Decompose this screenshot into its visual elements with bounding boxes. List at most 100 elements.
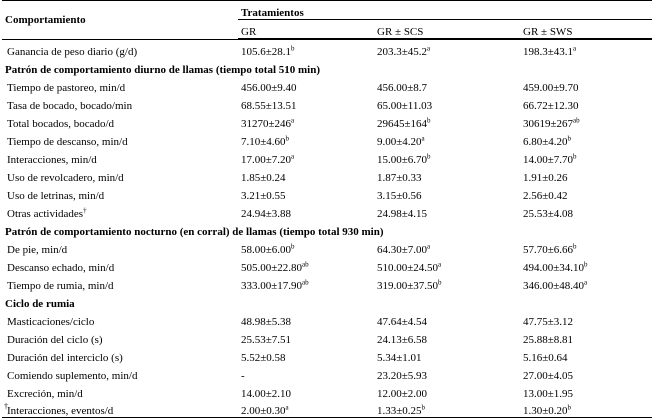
section-row: Ciclo de rumia: [2, 292, 652, 310]
row-label: Descanso echado, min/d: [2, 256, 238, 274]
cell-value: 13.00±1.95: [520, 382, 652, 400]
significance-letter: b: [427, 151, 431, 160]
cell-value: 459.00±9.70: [520, 76, 652, 94]
value-text: 7.10±4.60: [241, 135, 286, 148]
cell-value: 64.30±7.00a: [374, 238, 520, 255]
column-header-tratamientos: Tratamientos: [238, 0, 653, 20]
row-label: Interacciones, min/d: [2, 148, 238, 166]
table-row: Ganancia de peso diario (g/d) 105.6±28.1b…: [2, 40, 652, 58]
row-label-text: Tiempo de pastoreo, min/d: [7, 81, 126, 94]
row-label-text: Tasa de bocado, bocado/min: [7, 99, 133, 112]
table-row: Otras actividades† 24.94±3.88 24.98±4.15 25…: [2, 202, 652, 220]
significance-letter: a: [291, 151, 295, 160]
cell-value: 48.98±5.38: [238, 310, 374, 328]
value-text: 13.00±1.95: [523, 387, 574, 400]
cell-value: 15.00±6.70b: [374, 148, 520, 166]
value-text: 47.64±4.54: [377, 315, 428, 328]
cell-value: 5.34±1.01: [374, 346, 520, 364]
value-text: 456.00±8.7: [377, 81, 428, 94]
row-label-text: Uso de revolcadero, min/d: [7, 171, 124, 184]
cell-value: 2.56±0.42: [520, 184, 652, 202]
significance-letter: b: [567, 133, 572, 142]
value-text: 1.30±0.20: [523, 405, 568, 417]
treatment-header-gr-scs: GR ± SCS: [374, 19, 520, 39]
cell-value: 346.00±48.40a: [520, 274, 652, 292]
significance-letter: b: [291, 43, 295, 52]
cell-value: 27.00±4.05: [520, 364, 652, 382]
value-text: 346.00±48.40: [523, 279, 585, 292]
significance-letter: a: [427, 241, 431, 250]
row-label-text: Interacciones, min/d: [7, 153, 97, 166]
significance-letter: a: [427, 43, 431, 52]
significance-letter: b: [285, 133, 290, 142]
significance-letter: b: [291, 241, 295, 250]
cell-value: 1.33±0.25b: [374, 399, 520, 418]
table-row: Excreción, min/d 14.00±2.10 12.00±2.00 13.0…: [2, 382, 652, 400]
cell-value: 3.15±0.56: [374, 184, 520, 202]
cell-value: 57.70±6.66b: [520, 238, 652, 256]
cell-value: 6.80±4.20b: [520, 130, 652, 147]
cell-value: 333.00±17.90ab: [238, 274, 374, 292]
cell-value: 510.00±24.50a: [374, 256, 520, 273]
cell-value: 58.00±6.00b: [238, 238, 374, 255]
cell-value: 25.88±8.81: [520, 328, 652, 346]
column-header-comportamiento: Comportamiento: [2, 0, 238, 39]
value-text: 9.00±4.20: [377, 135, 422, 148]
row-label-text: Interacciones, eventos/d: [7, 405, 114, 417]
table-row: Tiempo de rumia, min/d 333.00±17.90ab 319.…: [2, 274, 652, 292]
cell-value: 25.53±7.51: [238, 328, 374, 346]
value-text: 25.53±4.08: [523, 207, 574, 220]
row-label: Tasa de bocado, bocado/min: [2, 94, 238, 112]
cell-value: 68.55±13.51: [238, 94, 374, 112]
row-label-text: Tiempo de descanso, min/d: [7, 135, 128, 148]
cell-value: 203.3±45.2a: [374, 40, 520, 57]
value-text: 23.20±5.93: [377, 369, 428, 382]
row-label-text: Uso de letrinas, min/d: [7, 189, 105, 202]
footnote-mark: †: [4, 402, 8, 411]
value-text: 494.00±34.10: [523, 261, 585, 274]
section-label: Ciclo de rumia: [5, 297, 75, 310]
row-label: De pie, min/d: [2, 238, 238, 256]
cell-value: 47.75±3.12: [520, 310, 652, 328]
row-label-text: Tiempo de rumia, min/d: [7, 279, 114, 292]
value-text: 3.21±0.55: [241, 189, 286, 202]
value-text: 14.00±7.70: [523, 153, 574, 166]
cell-value: 66.72±12.30: [520, 94, 652, 112]
cell-value: 31270±246a: [238, 112, 374, 129]
value-text: 15.00±6.70: [377, 153, 428, 166]
cell-value: 9.00±4.20a: [374, 130, 520, 148]
row-label-text: Masticaciones/ciclo: [7, 315, 95, 328]
row-label: Duración del ciclo (s): [2, 328, 238, 346]
value-text: 48.98±5.38: [241, 315, 292, 328]
cell-value: 5.16±0.64: [520, 346, 652, 364]
cell-value: 25.53±4.08: [520, 202, 652, 220]
row-label: Uso de revolcadero, min/d: [2, 166, 238, 184]
table-row: Duración del interciclo (s) 5.52±0.58 5.34…: [2, 346, 652, 364]
value-text: 2.00±0.30: [241, 405, 286, 417]
table-row: Duración del ciclo (s) 25.53±7.51 24.13±6.…: [2, 328, 652, 346]
cell-value: 1.85±0.24: [238, 166, 374, 184]
table-row: De pie, min/d 58.00±6.00b 64.30±7.00a 57.70…: [2, 238, 652, 256]
section-label: Patrón de comportamiento diurno de llama…: [5, 63, 320, 76]
significance-letter: a: [573, 43, 577, 52]
row-label-text: Duración del ciclo (s): [7, 333, 103, 346]
row-label-text: Ganancia de peso diario (g/d): [7, 45, 138, 58]
value-text: 25.53±7.51: [241, 333, 292, 346]
row-label-text: Descanso echado, min/d: [7, 261, 115, 274]
cell-value: -: [238, 364, 374, 382]
row-label: Comiendo suplemento, min/d: [2, 364, 238, 382]
significance-letter: b: [427, 115, 431, 124]
value-text: 333.00±17.90: [241, 279, 303, 292]
value-text: 57.70±6.66: [523, 243, 574, 256]
row-label: Excreción, min/d: [2, 382, 238, 400]
value-text: 505.00±22.80: [241, 261, 303, 274]
table-row: Uso de revolcadero, min/d 1.85±0.24 1.87±0…: [2, 166, 652, 184]
value-text: 30619±267: [523, 117, 574, 130]
row-label: Interacciones, eventos/d: [2, 399, 238, 418]
value-text: 459.00±9.70: [523, 81, 579, 94]
table-body: Ganancia de peso diario (g/d) 105.6±28.1b…: [2, 40, 653, 418]
value-text: 319.00±37.50: [377, 279, 439, 292]
significance-letter: b: [438, 277, 442, 286]
significance-letter: a: [421, 133, 425, 142]
